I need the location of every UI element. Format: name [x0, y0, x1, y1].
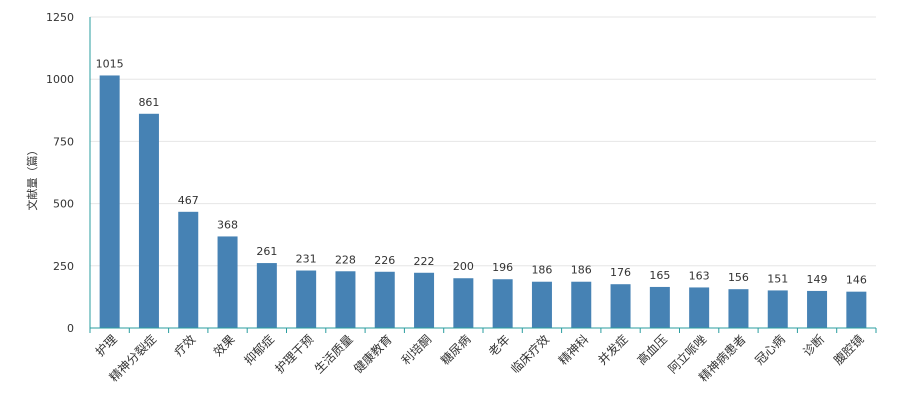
bar[interactable] [374, 271, 395, 328]
data-label: 226 [374, 254, 395, 267]
y-tick-label: 0 [67, 322, 74, 335]
data-label: 228 [335, 253, 356, 266]
y-tick-label: 500 [53, 198, 74, 211]
x-tick-label: 精神科 [556, 332, 591, 367]
x-tick-label: 冠心病 [752, 332, 788, 368]
grid-lines [90, 16, 876, 267]
bar[interactable] [571, 281, 592, 328]
bar[interactable] [767, 290, 788, 328]
x-tick-label: 诊断 [800, 332, 828, 360]
data-label: 149 [807, 273, 828, 286]
data-label: 1015 [96, 57, 124, 70]
bar[interactable] [728, 289, 749, 328]
x-tick-label: 疗效 [171, 332, 199, 360]
x-tick-label: 生活质量 [312, 332, 356, 376]
data-label: 231 [296, 253, 317, 266]
x-tick-label: 临床疗效 [508, 332, 553, 377]
bars [99, 75, 867, 328]
bar[interactable] [414, 272, 435, 328]
x-tick-label: 老年 [486, 332, 513, 359]
bar[interactable] [178, 211, 199, 328]
bar[interactable] [99, 75, 120, 328]
x-tick-label: 糖尿病 [437, 332, 473, 368]
data-label: 163 [689, 269, 710, 282]
y-tick-label: 1000 [46, 73, 74, 86]
bar[interactable] [453, 278, 474, 328]
bar[interactable] [846, 291, 867, 328]
data-label: 156 [728, 271, 749, 284]
data-label: 165 [649, 269, 670, 282]
data-labels: 1015 861 467 368 261 231 228 226 222 200 196 186 186… [96, 57, 867, 286]
data-label: 368 [217, 218, 238, 231]
x-tick-label: 利培酮 [398, 332, 434, 368]
bar[interactable] [531, 281, 552, 328]
bar[interactable] [138, 113, 159, 328]
x-tick-label: 护理 [93, 332, 120, 359]
bar[interactable] [610, 284, 631, 328]
y-tick-label: 750 [53, 135, 74, 148]
y-axis-ticks: 0 250 500 750 1000 1250 [46, 11, 74, 335]
data-label: 151 [767, 272, 788, 285]
y-tick-label: 250 [53, 260, 74, 273]
y-axis-label: 文献量（篇） [25, 145, 39, 211]
bar[interactable] [807, 290, 828, 328]
bar[interactable] [492, 279, 513, 328]
x-tick-label: 高血压 [634, 332, 670, 368]
data-label: 861 [138, 96, 159, 109]
data-label: 146 [846, 274, 867, 287]
data-label: 467 [178, 194, 199, 207]
x-tick-label: 腹腔镜 [830, 332, 866, 368]
data-label: 200 [453, 260, 474, 273]
bar[interactable] [689, 287, 710, 328]
x-tick-label: 护理干预 [272, 332, 316, 376]
data-label: 222 [414, 255, 435, 268]
x-tick-label: 健康教育 [350, 332, 395, 377]
data-label: 261 [256, 245, 277, 258]
data-label: 186 [531, 264, 552, 277]
data-label: 186 [571, 264, 592, 277]
data-label: 176 [610, 266, 631, 279]
data-label: 196 [492, 261, 513, 274]
x-tick-label: 效果 [210, 332, 238, 360]
bar[interactable] [335, 271, 356, 328]
bar[interactable] [217, 236, 238, 328]
y-tick-label: 1250 [46, 11, 74, 24]
bar[interactable] [649, 286, 670, 328]
x-tick-label: 抑郁症 [241, 332, 277, 368]
bar[interactable] [256, 263, 277, 328]
bar[interactable] [296, 270, 317, 328]
x-tick-label: 并发症 [595, 332, 631, 368]
